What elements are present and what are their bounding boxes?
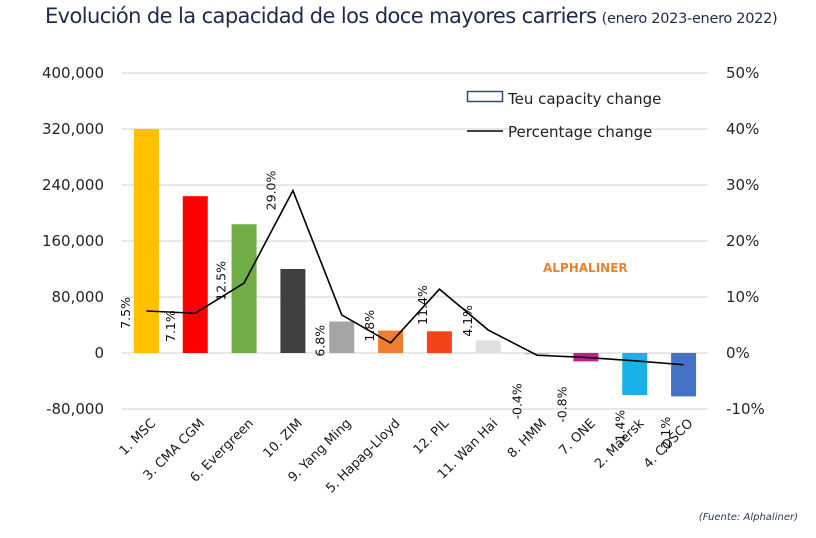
y2-tick-label: 20%	[726, 232, 759, 250]
category-label-1: 1. MSC	[117, 416, 159, 458]
legend-label-teu: Teu capacity change	[507, 90, 661, 108]
data-label-5: 6.8%	[312, 325, 327, 357]
legend-box-symbol	[466, 90, 504, 103]
y2-tick-label: 10%	[726, 288, 759, 306]
y-tick-label: 80,000	[52, 288, 105, 306]
category-label-7: 12. PIL	[411, 416, 453, 458]
bar-1	[133, 129, 159, 353]
y-tick-label: 320,000	[42, 120, 104, 138]
source-note: (Fuente: Alphaliner)	[698, 512, 798, 523]
chart-title: Evolución de la capacidad de los doce ma…	[45, 4, 778, 28]
legend-label-percentage: Percentage change	[508, 123, 652, 141]
bar-12	[671, 353, 697, 397]
y2-tick-label: 40%	[726, 120, 759, 138]
category-label-4: 10. ZIM	[261, 416, 306, 461]
y-tick-label: 0	[94, 344, 104, 362]
y2-tick-label: 50%	[726, 64, 759, 82]
data-label-10: -0.8%	[554, 386, 569, 422]
bar-8	[475, 340, 501, 353]
y-axis-left: 400,000 320,000 240,000 160,000 80,000 0 -80,0…	[42, 64, 104, 418]
bar-series	[133, 129, 697, 397]
bar-9	[524, 353, 550, 355]
bar-4	[280, 269, 306, 353]
bar-5	[329, 321, 355, 353]
legend: Teu capacity change Percentage change	[466, 90, 661, 141]
line-series	[146, 188, 684, 366]
data-label-11: -1.4%	[612, 410, 627, 446]
data-label-9: -0.4%	[510, 383, 525, 419]
y-tick-label: 160,000	[42, 232, 104, 250]
bar-2	[182, 196, 208, 353]
data-label-6: 1.8%	[362, 310, 377, 342]
y2-tick-label: -10%	[726, 400, 765, 418]
watermark-alphaliner: ALPHALINER	[543, 261, 628, 275]
y-tick-label: -80,000	[46, 400, 104, 418]
y2-tick-label: 0%	[726, 344, 750, 362]
data-label-4: 29.0%	[263, 170, 278, 210]
data-labels: 7.5% 7.1% 12.5% 29.0% 6.8% 1.8% 11.4% 4.1% -0.4%…	[118, 170, 673, 453]
bar-11	[622, 353, 648, 395]
y2-tick-label: 30%	[726, 176, 759, 194]
data-label-7: 11.4%	[415, 285, 430, 325]
y-tick-label: 240,000	[42, 176, 104, 194]
y-tick-label: 400,000	[42, 64, 104, 82]
data-label-2: 7.1%	[163, 310, 178, 342]
data-label-8: 4.1%	[460, 305, 475, 337]
bar-7	[426, 331, 452, 353]
data-label-3: 12.5%	[214, 261, 229, 301]
chart-title-main: Evolución de la capacidad de los doce ma…	[45, 4, 597, 28]
y-axis-right: 50% 40% 30% 20% 10% 0% -10%	[726, 64, 765, 418]
chart-title-subtitle: (enero 2023-enero 2022)	[601, 11, 778, 27]
data-label-1: 7.5%	[118, 297, 133, 329]
data-label-12: -2.1%	[658, 417, 673, 453]
gridlines	[122, 72, 708, 410]
category-label-9: 8. HMM	[505, 416, 550, 461]
percentage-line	[146, 188, 684, 366]
